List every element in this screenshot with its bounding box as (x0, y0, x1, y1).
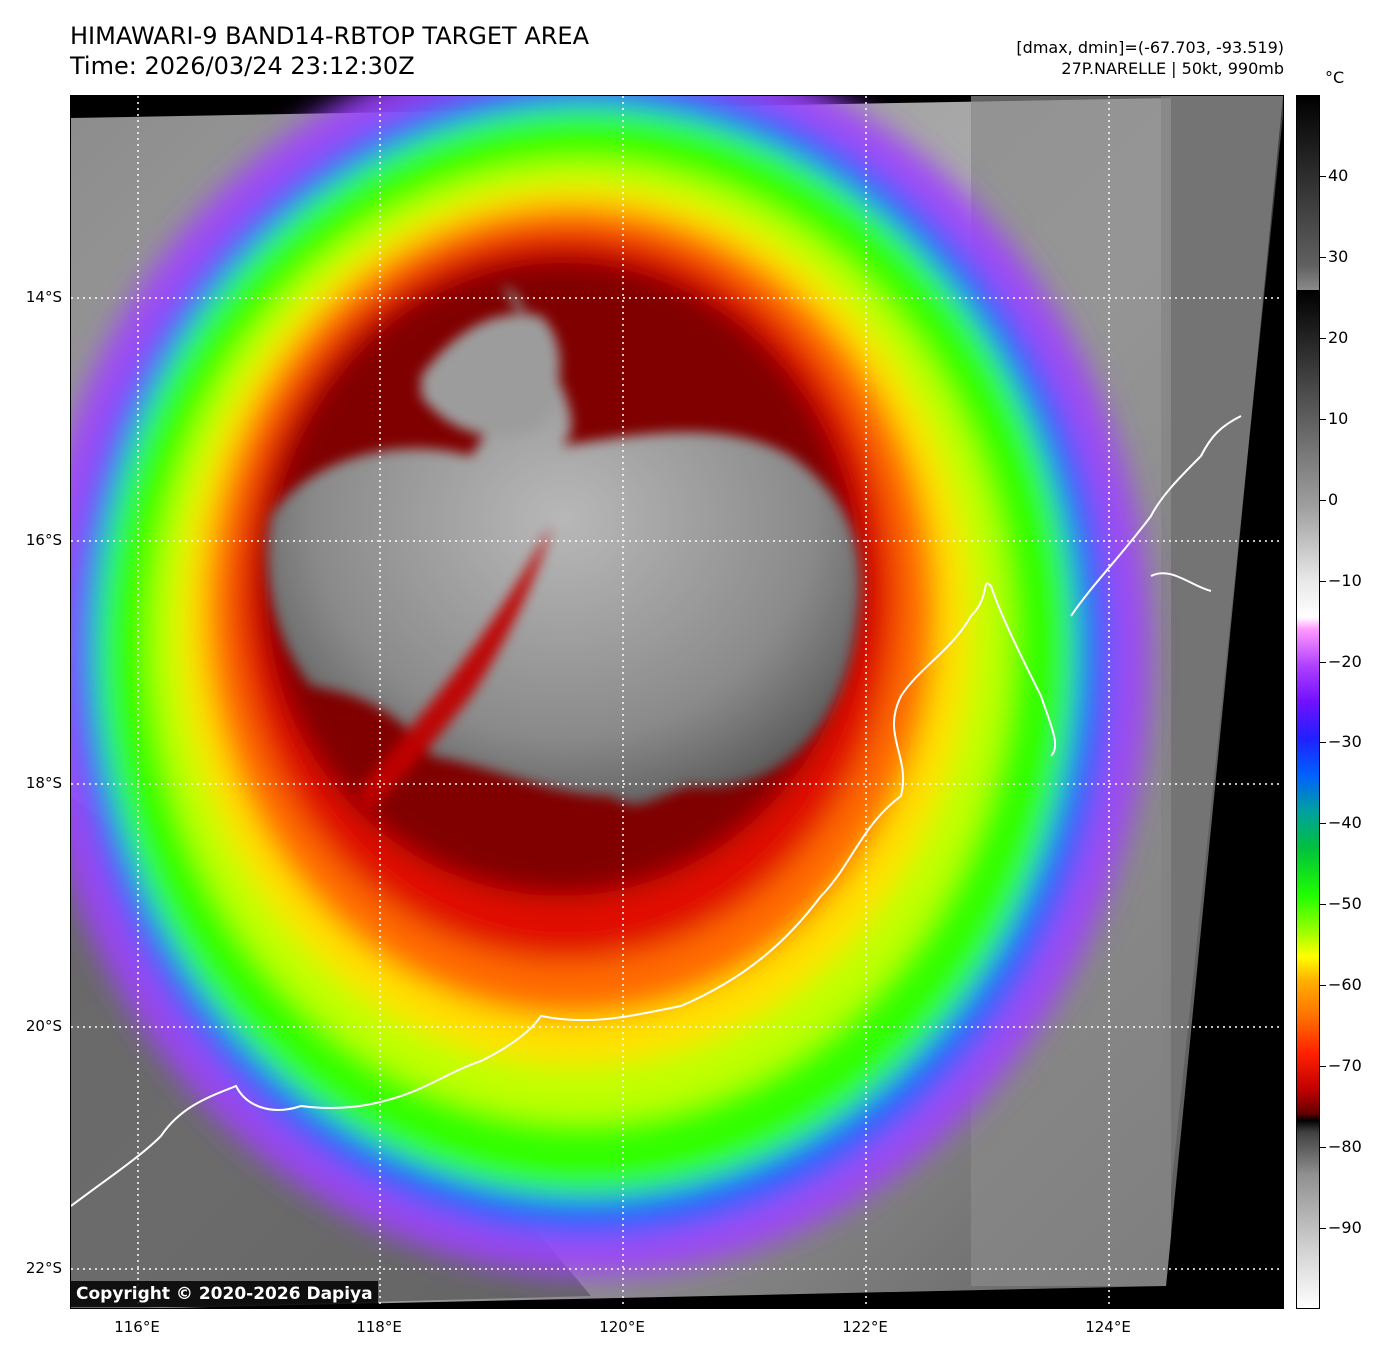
lat-label-18s: 18°S (25, 774, 62, 792)
convective-rings (71, 96, 1151, 1276)
brightness-range: [dmax, dmin]=(-67.703, -93.519) (1016, 38, 1284, 57)
lat-label-22s: 22°S (25, 1259, 62, 1277)
colorbar-tick-label: 10 (1328, 409, 1349, 428)
coastline-north (1070, 415, 1242, 617)
colorbar-tick-label: −50 (1328, 894, 1362, 913)
colorbar-tick-mark (1320, 419, 1326, 420)
colorbar-tick-mark (1320, 500, 1326, 501)
colorbar-tick-label: −70 (1328, 1056, 1362, 1075)
colorbar-tick-mark (1320, 1147, 1326, 1148)
colorbar-tick-label: 40 (1328, 166, 1349, 185)
lon-label-122e: 122°E (842, 1318, 888, 1336)
coastline-kimberley (990, 585, 1057, 757)
coastline-mainland (71, 582, 992, 1207)
satellite-imagery (71, 96, 1283, 1308)
colorbar-tick-label: 20 (1328, 328, 1349, 347)
colorbar-tick-label: 0 (1328, 490, 1339, 509)
colorbar-tick-mark (1320, 1228, 1326, 1229)
temperature-colorbar (1296, 95, 1320, 1309)
colorbar-unit: °C (1325, 68, 1345, 87)
colorbar-tick-label: −30 (1328, 732, 1362, 751)
copyright-notice: Copyright © 2020-2026 Dapiya (71, 1281, 378, 1307)
colorbar-tick-mark (1320, 1066, 1326, 1067)
colorbar-tick-label: −90 (1328, 1218, 1362, 1237)
colorbar-tick-mark (1320, 823, 1326, 824)
map-time: Time: 2026/03/24 23:12:30Z (70, 52, 415, 80)
map-title: HIMAWARI-9 BAND14-RBTOP TARGET AREA (70, 22, 590, 50)
colorbar-tick-label: −40 (1328, 813, 1362, 832)
lat-label-20s: 20°S (25, 1017, 62, 1035)
colorbar-tick-label: −60 (1328, 975, 1362, 994)
colorbar-tick-label: −20 (1328, 652, 1362, 671)
colorbar-tick-mark (1320, 662, 1326, 663)
colorbar-tick-mark (1320, 985, 1326, 986)
lon-label-116e: 116°E (114, 1318, 160, 1336)
lon-label-124e: 124°E (1085, 1318, 1131, 1336)
cold-band (361, 526, 551, 816)
storm-info: 27P.NARELLE | 50kt, 990mb (1061, 59, 1284, 78)
lat-label-16s: 16°S (25, 531, 62, 549)
colorbar-tick-mark (1320, 338, 1326, 339)
colorbar-tick-label: −80 (1328, 1137, 1362, 1156)
colorbar-tick-label: 30 (1328, 247, 1349, 266)
satellite-map (70, 95, 1284, 1309)
colorbar-tick-mark (1320, 581, 1326, 582)
colorbar-tick-label: −10 (1328, 571, 1362, 590)
lon-label-120e: 120°E (599, 1318, 645, 1336)
lon-label-118e: 118°E (356, 1318, 402, 1336)
lat-label-14s: 14°S (25, 288, 62, 306)
graticule (71, 96, 1283, 1308)
colorbar-tick-mark (1320, 257, 1326, 258)
colorbar-tick-mark (1320, 176, 1326, 177)
colorbar-tick-mark (1320, 904, 1326, 905)
eye-region (267, 286, 861, 805)
colorbar-tick-mark (1320, 742, 1326, 743)
